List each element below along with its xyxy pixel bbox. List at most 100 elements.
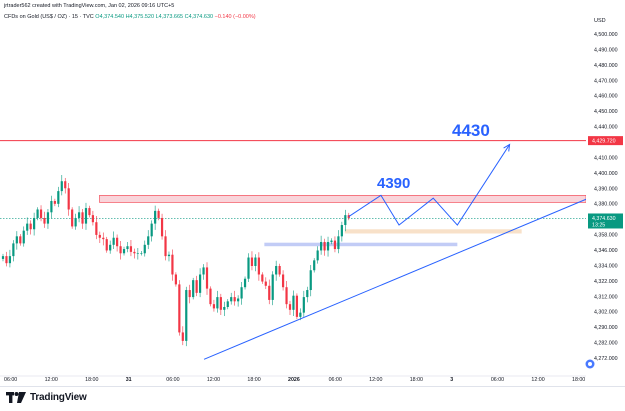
candle	[309, 265, 312, 297]
candle	[53, 198, 56, 207]
candle	[60, 174, 63, 196]
projection-path[interactable]	[348, 144, 511, 226]
blue-zone[interactable]	[264, 242, 458, 247]
price-tick-label: 4,400.000	[594, 171, 618, 177]
price-tick-label: 4,346.000	[594, 248, 618, 254]
tradingview-logo-text: TradingView	[30, 392, 87, 403]
candle	[64, 177, 67, 194]
candle	[185, 286, 188, 347]
candle	[247, 253, 250, 282]
candle	[223, 301, 226, 317]
candle	[81, 209, 84, 229]
candle	[105, 236, 108, 253]
candle	[337, 230, 340, 254]
candle	[77, 206, 81, 223]
candle	[344, 209, 347, 232]
settings-icon[interactable]	[585, 359, 595, 369]
candle	[150, 220, 153, 242]
price-tick-label: 4,272.000	[594, 356, 618, 362]
red-line-price-tag	[588, 136, 623, 146]
candle	[39, 205, 43, 222]
candle	[281, 270, 285, 291]
candle	[140, 251, 143, 256]
red-resistance-zone[interactable]	[99, 195, 587, 203]
price-tick-label: 4,282.000	[594, 341, 618, 347]
candle	[102, 232, 105, 246]
candle	[226, 299, 229, 310]
target-label-4430[interactable]: 4430	[452, 121, 490, 140]
candle	[299, 308, 302, 321]
target-label-4390[interactable]: 4390	[377, 175, 410, 192]
time-tick-label: 12:00	[45, 377, 58, 383]
red-line-price-label: 4,429.720	[592, 139, 616, 145]
candle	[36, 207, 39, 221]
ohlc-close: C4,374.630	[184, 14, 214, 20]
price-chart[interactable]: 4430 4390 USD 4,500.000 4,490.000 4,480.00…	[0, 0, 625, 386]
current-price-tag	[588, 213, 623, 229]
candle	[91, 210, 95, 226]
candle	[19, 234, 22, 246]
candle	[326, 236, 330, 257]
price-axis-bg	[586, 0, 625, 376]
tradingview-logo-icon	[6, 392, 26, 403]
candle	[26, 217, 29, 235]
bar-countdown-label: 13:25	[592, 222, 605, 228]
candle	[164, 230, 167, 261]
tradingview-logo[interactable]: TradingView	[6, 392, 87, 403]
time-tick-label: 18:00	[247, 377, 260, 383]
candle	[109, 240, 112, 254]
drawings-layer[interactable]	[203, 143, 593, 360]
time-tick-label: 12:00	[369, 377, 382, 383]
candle	[84, 202, 88, 230]
time-tick-label: 12:00	[207, 377, 220, 383]
candle	[216, 290, 219, 313]
candle	[8, 249, 12, 268]
price-tick-label: 4,500.000	[594, 32, 618, 38]
time-axis[interactable]: 06:00 12:00 18:00 31 06:00 12:00 18:00 2026 06:0…	[4, 377, 585, 383]
time-tick-label: 06:00	[4, 377, 17, 383]
candle	[254, 254, 257, 272]
candle	[188, 284, 191, 304]
candle	[275, 260, 278, 281]
price-tick-label: 4,390.000	[594, 186, 618, 192]
candle	[67, 183, 70, 216]
price-tick-label: 4,312.000	[594, 294, 618, 300]
candle	[302, 290, 305, 317]
candle	[261, 272, 264, 284]
price-tick-label: 4,358.000	[594, 233, 618, 239]
time-tick-label: 06:00	[491, 377, 504, 383]
candle	[292, 290, 295, 317]
candle	[157, 208, 160, 221]
footer-bar: TradingView	[0, 386, 625, 411]
candle	[126, 241, 129, 253]
candle	[71, 207, 74, 229]
candle	[136, 248, 139, 260]
price-change: −0.140 (−0.00%)	[214, 14, 256, 20]
candle	[209, 286, 212, 307]
candle	[116, 234, 119, 252]
ascending-trendline[interactable]	[203, 196, 593, 360]
candle	[160, 213, 164, 240]
candle	[243, 276, 247, 290]
time-tick-label: 06:00	[329, 377, 342, 383]
price-axis-labels: 4,500.000 4,490.000 4,480.000 4,470.000 4,46…	[588, 32, 623, 362]
candle	[219, 293, 222, 316]
candle	[250, 251, 254, 271]
candle	[333, 236, 337, 253]
price-tick-label: 4,322.000	[594, 279, 618, 285]
candle	[178, 280, 181, 336]
candle	[198, 268, 202, 298]
candle	[98, 231, 101, 243]
candle	[240, 281, 243, 305]
currency-label: USD	[594, 18, 606, 24]
price-axis[interactable]: USD	[586, 0, 625, 376]
candle	[202, 264, 205, 280]
candle	[285, 280, 288, 309]
candle	[288, 300, 292, 316]
time-tick-label: 06:00	[166, 377, 179, 383]
orange-support-zone[interactable]	[344, 229, 522, 234]
candle	[174, 272, 177, 287]
price-tick-label: 4,460.000	[594, 94, 618, 100]
candle	[237, 295, 240, 307]
candle	[119, 240, 122, 260]
